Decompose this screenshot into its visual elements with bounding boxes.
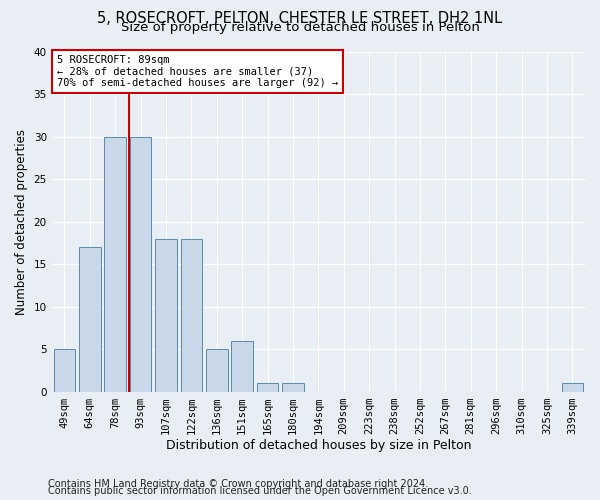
Text: 5, ROSECROFT, PELTON, CHESTER LE STREET, DH2 1NL: 5, ROSECROFT, PELTON, CHESTER LE STREET,… — [97, 11, 503, 26]
Bar — [53, 349, 75, 392]
Bar — [562, 383, 583, 392]
Bar — [181, 238, 202, 392]
Bar — [79, 247, 101, 392]
Bar — [130, 136, 151, 392]
Y-axis label: Number of detached properties: Number of detached properties — [15, 128, 28, 314]
Bar — [232, 340, 253, 392]
Text: 5 ROSECROFT: 89sqm
← 28% of detached houses are smaller (37)
70% of semi-detache: 5 ROSECROFT: 89sqm ← 28% of detached hou… — [57, 55, 338, 88]
Text: Contains public sector information licensed under the Open Government Licence v3: Contains public sector information licen… — [48, 486, 472, 496]
Bar — [282, 383, 304, 392]
X-axis label: Distribution of detached houses by size in Pelton: Distribution of detached houses by size … — [166, 440, 471, 452]
Bar — [155, 238, 177, 392]
Bar — [104, 136, 126, 392]
Text: Size of property relative to detached houses in Pelton: Size of property relative to detached ho… — [121, 22, 479, 35]
Bar — [206, 349, 227, 392]
Bar — [257, 383, 278, 392]
Text: Contains HM Land Registry data © Crown copyright and database right 2024.: Contains HM Land Registry data © Crown c… — [48, 479, 428, 489]
